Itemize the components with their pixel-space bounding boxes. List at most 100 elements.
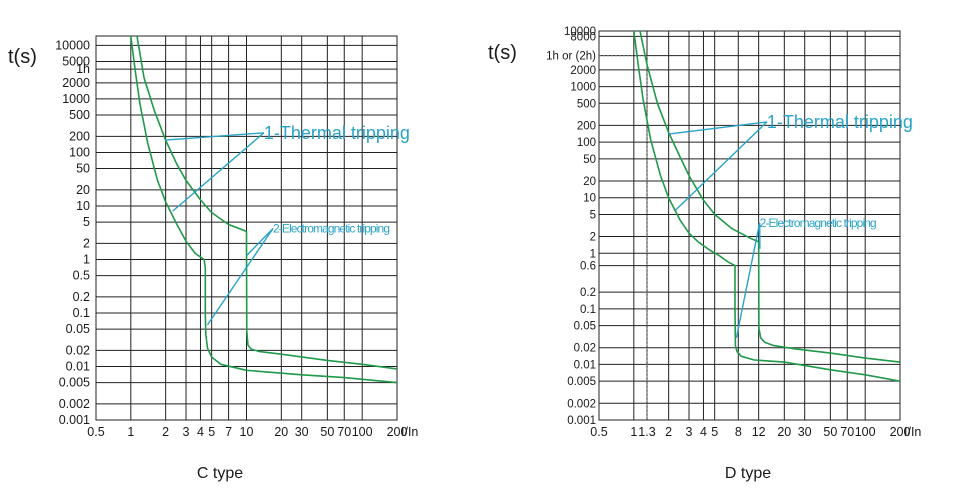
d-y-tick-label: 200 xyxy=(577,120,596,132)
c-y-tick-label: 1 xyxy=(83,252,90,266)
d-x-tick-label: 100 xyxy=(855,425,876,439)
d-x-unit-label: I/In xyxy=(904,425,921,439)
d-y-tick-label: 10000 xyxy=(564,26,596,38)
d-y-tick-label: 0.6 xyxy=(580,261,596,273)
c-caption: C type xyxy=(197,465,243,482)
c-annotation-leader xyxy=(246,227,274,256)
d-y-tick-label: 5 xyxy=(590,209,596,221)
d-x-tick-label: 2 xyxy=(665,425,672,439)
c-y-tick-label: 1000 xyxy=(62,92,90,106)
d-x-tick-label: 0.5 xyxy=(590,425,607,439)
d-y-tick-label: 1000 xyxy=(570,82,596,94)
c-y-tick-label: 20 xyxy=(76,183,90,197)
c-x-tick-label: 2 xyxy=(162,425,169,439)
d-x-tick-label: 50 xyxy=(823,425,837,439)
d-y-tick-label: 0.005 xyxy=(567,376,596,388)
d-y-tick-label: 20 xyxy=(583,176,596,188)
d-y-tick-label: 0.002 xyxy=(567,398,596,410)
d-y-tick-label: 8000 xyxy=(570,31,596,43)
d-x-tick-label: 1 xyxy=(630,425,637,439)
c-x-tick-label: 7 xyxy=(225,425,232,439)
c-annotation-leader xyxy=(206,228,274,326)
d-y-axis-title: t(s) xyxy=(488,42,517,64)
d-annotation-label: 2-Electromagnetic tripping xyxy=(760,216,877,230)
c-annotation-label: 2-Electromagnetic tripping xyxy=(273,221,390,235)
c-y-tick-label: 5000 xyxy=(62,55,90,69)
d-annotation-leader xyxy=(735,222,761,339)
c-y-tick-label: 2 xyxy=(83,236,90,250)
c-x-tick-label: 5 xyxy=(208,425,215,439)
d-y-tick-label: 0.001 xyxy=(567,415,596,427)
c-y-tick-label: 0.01 xyxy=(66,359,90,373)
c-y-tick-label: 100 xyxy=(69,145,90,159)
c-y-tick-label: 50 xyxy=(76,162,90,176)
d-x-tick-label: 20 xyxy=(777,425,791,439)
d-y-tick-label: 0.01 xyxy=(574,359,596,371)
c-y-tick-label: 5 xyxy=(83,215,90,229)
d-x-tick-label: 8 xyxy=(735,425,742,439)
d-y-tick-label: 0.02 xyxy=(574,343,596,355)
d-y-tick-label: 2 xyxy=(590,232,596,244)
c-y-tick-label: 0.05 xyxy=(66,322,90,336)
c-x-tick-label: 4 xyxy=(197,425,204,439)
c-x-tick-label: 0.5 xyxy=(87,425,104,439)
d-annotation-leader xyxy=(675,121,768,211)
d-x-tick-label: 70 xyxy=(840,425,854,439)
d-y-tick-label: 0.2 xyxy=(580,287,596,299)
c-x-tick-label: 30 xyxy=(295,425,309,439)
c-y-tick-label: 10 xyxy=(76,199,90,213)
c-y-tick-label: 0.2 xyxy=(73,290,90,304)
c-x-tick-label: 100 xyxy=(352,425,373,439)
c-x-tick-label: 3 xyxy=(183,425,190,439)
c-y-tick-label: 0.02 xyxy=(66,343,90,357)
c-curve-lower xyxy=(130,36,397,384)
c-x-tick-label: 10 xyxy=(240,425,254,439)
d-curve-lower xyxy=(633,31,900,382)
d-y-tick-label: 100 xyxy=(577,137,596,149)
d-y-tick-label: 10 xyxy=(583,193,596,205)
d-x-tick-label: 4 xyxy=(700,425,707,439)
d-caption: D type xyxy=(725,465,771,482)
d-annotation-label: 1-Thermal tripping xyxy=(767,112,913,132)
d-y-tick-label: 1 xyxy=(590,248,596,260)
d-y-tick-label: 2000 xyxy=(570,65,596,77)
c-y-tick-label: 500 xyxy=(69,108,90,122)
d-x-tick-label: 3 xyxy=(686,425,693,439)
c-x-tick-label: 50 xyxy=(320,425,334,439)
d-y-tick-label: 500 xyxy=(577,98,596,110)
c-y-axis-title: t(s) xyxy=(8,46,37,68)
d-y-tick-label: 50 xyxy=(583,154,596,166)
c-x-tick-label: 1 xyxy=(127,425,134,439)
c-x-tick-label: 20 xyxy=(274,425,288,439)
c-curve-upper xyxy=(136,36,397,370)
d-y-tick-label: 1h or (2h) xyxy=(546,51,596,63)
c-annotation-label: 1-Thermal tripping xyxy=(264,123,410,143)
d-x-tick-label: 1.3 xyxy=(638,425,655,439)
c-y-tick-label: 200 xyxy=(69,129,90,143)
d-plot-frame xyxy=(598,30,901,421)
c-x-unit-label: I/In xyxy=(401,425,418,439)
c-y-tick-label: 0.002 xyxy=(59,397,90,411)
c-y-tick-label: 0.1 xyxy=(73,306,90,320)
d-y-tick-label: 0.1 xyxy=(580,304,596,316)
c-x-tick-label: 70 xyxy=(337,425,351,439)
c-x-tick-label: 200 xyxy=(387,425,408,439)
c-y-tick-label: 1h xyxy=(76,62,90,76)
d-x-tick-label: 12 xyxy=(752,425,766,439)
c-annotation-leader xyxy=(165,132,264,141)
c-y-tick-label: 0.005 xyxy=(59,376,90,390)
d-x-tick-label: 30 xyxy=(798,425,812,439)
c-y-tick-label: 0.5 xyxy=(73,269,90,283)
d-x-tick-label: 200 xyxy=(890,425,911,439)
d-y-tick-label: 0.05 xyxy=(574,321,596,333)
d-curve-upper xyxy=(639,31,900,363)
c-annotation-leader xyxy=(172,132,265,212)
c-y-tick-label: 0.001 xyxy=(59,413,90,427)
c-y-tick-label: 10000 xyxy=(55,38,90,52)
c-y-tick-label: 2000 xyxy=(62,76,90,90)
d-x-tick-label: 5 xyxy=(711,425,718,439)
d-annotation-leader xyxy=(668,121,767,135)
